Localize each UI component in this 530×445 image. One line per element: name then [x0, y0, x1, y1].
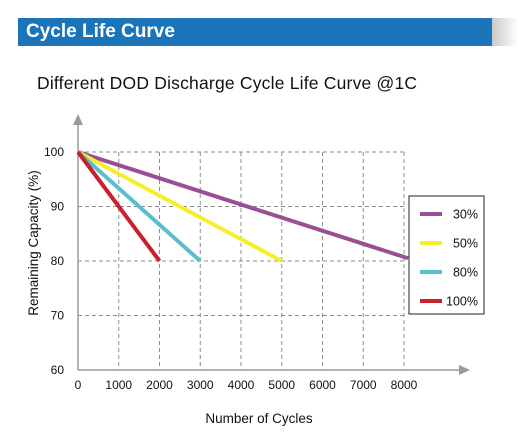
x-tick-label: 7000 — [350, 378, 377, 392]
y-axis-label: Remaining Capacity (%) — [26, 170, 41, 316]
header-shadow — [492, 18, 518, 46]
x-tick-label: 2000 — [146, 378, 173, 392]
legend-label: 80% — [453, 266, 478, 280]
x-tick-label: 1000 — [105, 378, 132, 392]
series-line-100pct — [76, 150, 162, 263]
legend-label: 100% — [446, 295, 478, 309]
chart-title: Different DOD Discharge Cycle Life Curve… — [37, 73, 418, 93]
legend-label: 50% — [453, 237, 478, 251]
y-tick-label: 70 — [51, 309, 65, 323]
x-axis-arrow — [459, 365, 470, 375]
y-tick-label: 100 — [44, 145, 64, 159]
y-tick-label: 90 — [51, 200, 65, 214]
series-line-30pct — [77, 150, 409, 261]
x-axis-label: Number of Cycles — [205, 411, 313, 426]
y-tick-label: 60 — [51, 363, 65, 377]
section-title: Cycle Life Curve — [26, 21, 175, 42]
x-tick-label: 6000 — [309, 378, 336, 392]
x-tick-label: 8000 — [391, 378, 418, 392]
series-line-80pct — [76, 150, 202, 263]
header-background — [18, 18, 492, 46]
x-tick-label: 5000 — [268, 378, 295, 392]
x-tick-label: 3000 — [187, 378, 214, 392]
y-tick-label: 80 — [51, 254, 65, 268]
x-tick-label: 4000 — [228, 378, 255, 392]
x-tick-label: 0 — [75, 378, 82, 392]
series-line-50pct — [77, 150, 283, 263]
y-axis-arrow — [73, 114, 83, 125]
legend-label: 30% — [453, 208, 478, 222]
